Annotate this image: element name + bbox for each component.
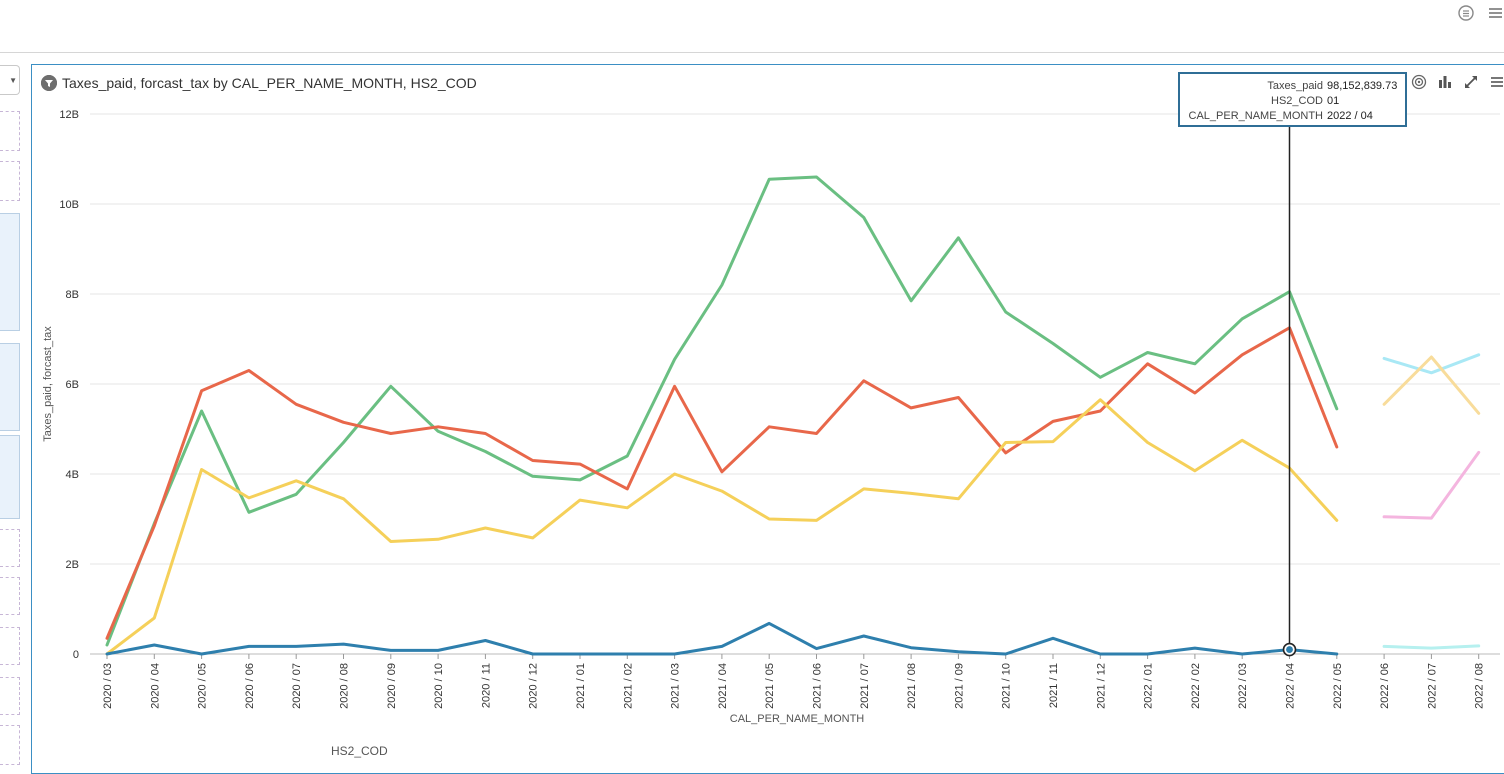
x-tick-label: 2020 / 07	[291, 663, 303, 709]
legend-title: HS2_COD	[331, 744, 388, 758]
x-tick-label: 2020 / 09	[386, 663, 398, 709]
data-tooltip: Taxes_paid 98,152,839.73 HS2_COD 01 CAL_…	[1178, 72, 1407, 127]
hamburger-menu-icon[interactable]	[1486, 4, 1504, 22]
y-tick-label: 4B	[66, 469, 79, 481]
series-line[interactable]	[1382, 644, 1481, 650]
filter-icon[interactable]	[41, 75, 57, 91]
x-tick-label: 2022 / 08	[1474, 663, 1486, 709]
rail-slot[interactable]	[0, 529, 20, 567]
top-toolbar	[0, 0, 1504, 53]
hover-point[interactable]	[1286, 646, 1293, 653]
gridlines	[90, 113, 1500, 565]
y-tick-label: 8B	[66, 289, 79, 301]
y-tick-label: 12B	[59, 109, 79, 121]
x-tick-label: 2022 / 01	[1143, 663, 1155, 709]
rail-dropdown[interactable]: ▼	[0, 65, 20, 95]
bar-chart-icon[interactable]	[1437, 74, 1453, 90]
chart-title: Taxes_paid, forcast_tax by CAL_PER_NAME_…	[62, 75, 477, 91]
x-tick-label: 2021 / 02	[622, 663, 634, 709]
x-tick-label: 2020 / 03	[102, 663, 114, 709]
rail-slot-filled[interactable]	[0, 343, 20, 431]
y-tick-label: 0	[73, 649, 79, 661]
x-tick-label: 2020 / 10	[433, 663, 445, 709]
rail-slot[interactable]	[0, 111, 20, 151]
x-tick-label: 2020 / 06	[244, 663, 256, 709]
y-axis-ticks: 0 2B 4B 6B 8B 10B 12B	[59, 109, 79, 661]
x-tick-label: 2022 / 03	[1237, 663, 1249, 709]
x-tick-label: 2021 / 08	[906, 663, 918, 709]
tooltip-value: 01	[1327, 95, 1340, 107]
expand-icon[interactable]	[1463, 74, 1479, 90]
y-tick-label: 6B	[66, 379, 79, 391]
tooltip-row: HS2_COD 01	[1180, 94, 1405, 109]
x-tick-label: 2021 / 06	[812, 663, 824, 709]
y-tick-label: 10B	[59, 199, 79, 211]
tooltip-key: CAL_PER_NAME_MONTH	[1188, 110, 1323, 122]
y-axis-title: Taxes_paid, forcast_tax	[42, 326, 54, 442]
tooltip-value: 2022 / 04	[1327, 110, 1373, 122]
x-tick-label: 2020 / 12	[528, 663, 540, 709]
series-line[interactable]	[1382, 450, 1481, 520]
x-tick-label: 2021 / 01	[575, 663, 587, 709]
tooltip-row: CAL_PER_NAME_MONTH 2022 / 04	[1180, 109, 1405, 124]
chevron-down-icon: ▼	[9, 76, 17, 85]
x-tick-label: 2020 / 05	[197, 663, 209, 709]
x-tick-label: 2021 / 07	[859, 663, 871, 709]
series-line[interactable]	[105, 398, 1339, 656]
x-tick-label: 2021 / 12	[1095, 663, 1107, 709]
tooltip-row: Taxes_paid 98,152,839.73	[1180, 79, 1405, 94]
x-axis-ticks: 2020 / 03 2020 / 04 2020 / 05 2020 / 06 2020…	[102, 654, 1486, 709]
x-tick-label: 2022 / 02	[1190, 663, 1202, 709]
rail-slot[interactable]	[0, 677, 20, 715]
hover-highlight	[1282, 126, 1297, 657]
rail-slot-filled[interactable]	[0, 213, 20, 331]
series-lines	[105, 175, 1481, 656]
rail-slot[interactable]	[0, 161, 20, 201]
x-tick-label: 2022 / 07	[1426, 663, 1438, 709]
series-line[interactable]	[105, 175, 1339, 647]
x-tick-label: 2020 / 08	[339, 663, 351, 709]
target-icon[interactable]	[1411, 74, 1427, 90]
rail-slot[interactable]	[0, 725, 20, 765]
x-tick-label: 2021 / 09	[953, 663, 965, 709]
x-tick-label: 2022 / 04	[1285, 663, 1297, 709]
x-tick-label: 2020 / 11	[480, 663, 492, 708]
series-line[interactable]	[1382, 355, 1481, 415]
menu-icon[interactable]	[1489, 74, 1504, 90]
x-tick-label: 2021 / 10	[1001, 663, 1013, 709]
tooltip-value: 98,152,839.73	[1327, 80, 1398, 92]
x-tick-label: 2021 / 03	[670, 663, 682, 709]
y-tick-label: 2B	[66, 559, 79, 571]
tooltip-key: HS2_COD	[1271, 95, 1323, 107]
x-tick-label: 2020 / 04	[149, 663, 161, 709]
left-rail: ▼	[0, 53, 22, 768]
rail-slot[interactable]	[0, 577, 20, 615]
x-tick-label: 2021 / 11	[1048, 663, 1060, 708]
rail-slot-filled[interactable]	[0, 435, 20, 519]
tooltip-key: Taxes_paid	[1267, 80, 1323, 92]
x-axis-title: CAL_PER_NAME_MONTH	[730, 713, 865, 725]
series-line[interactable]	[1382, 353, 1481, 375]
rail-slot[interactable]	[0, 627, 20, 665]
x-tick-label: 2021 / 04	[717, 663, 729, 709]
list-circle-icon[interactable]	[1457, 4, 1475, 22]
series-line[interactable]	[105, 326, 1339, 640]
series-line[interactable]	[105, 621, 1339, 656]
x-tick-label: 2022 / 06	[1379, 663, 1391, 709]
x-tick-label: 2022 / 05	[1332, 663, 1344, 709]
x-tick-label: 2021 / 05	[764, 663, 776, 709]
